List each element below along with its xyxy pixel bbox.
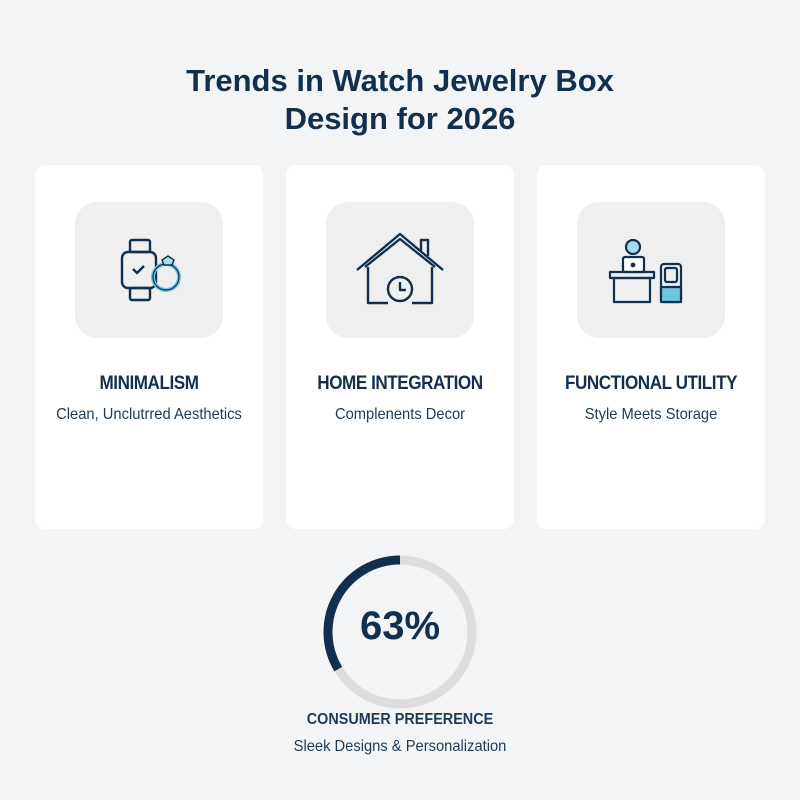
stat-value: 63% bbox=[359, 604, 441, 648]
card-heading: HOME INTEGRATION bbox=[317, 373, 483, 394]
watch-ring-icon bbox=[75, 202, 223, 338]
progress-ring bbox=[323, 555, 477, 709]
page-title: Trends in Watch Jewelry Box Design for 2… bbox=[0, 62, 800, 138]
card-home-integration: HOME INTEGRATION Complenents Decor bbox=[286, 165, 514, 529]
progress-ring-fill bbox=[323, 555, 401, 672]
card-subtitle: Clean, Unclutrred Aesthetics bbox=[56, 406, 242, 423]
card-subtitle: Style Meets Storage bbox=[584, 406, 718, 423]
stat-subtitle: Sleek Designs & Personalization bbox=[293, 738, 507, 755]
title-line-1: Trends in Watch Jewelry Box bbox=[186, 63, 614, 98]
card-subtitle: Complenents Decor bbox=[334, 406, 466, 423]
title-line-2: Design for 2026 bbox=[284, 101, 516, 136]
card-heading: MINIMALISM bbox=[99, 373, 199, 394]
desk-jewelry-box-icon bbox=[577, 202, 725, 338]
house-clock-icon bbox=[326, 202, 474, 338]
stat-label: CONSUMER PREFERENCE bbox=[306, 711, 494, 728]
card-functional-utility: FUNCTIONAL UTILITY Style Meets Storage bbox=[537, 165, 765, 529]
card-minimalism: MINIMALISM Clean, Unclutrred Aesthetics bbox=[35, 165, 263, 529]
card-heading: FUNCTIONAL UTILITY bbox=[564, 373, 738, 394]
